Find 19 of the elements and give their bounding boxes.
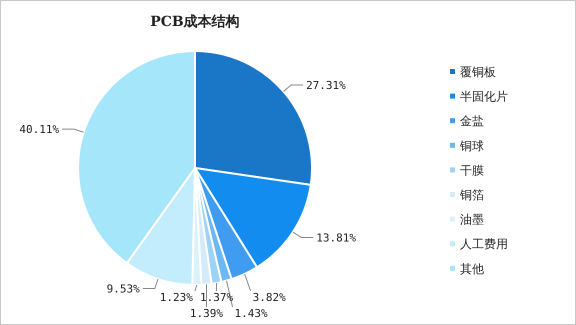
legend-label: 其他: [460, 262, 484, 276]
chart-title: PCB成本结构: [150, 14, 240, 30]
data-label: 9.53%: [106, 282, 140, 296]
data-label: 13.81%: [316, 231, 356, 244]
legend-label: 覆铜板: [460, 65, 496, 79]
legend-label: 铜箔: [459, 188, 484, 202]
data-label: 1.39%: [190, 307, 224, 320]
legend-label: 干膜: [460, 163, 484, 178]
legend-label: 半固化片: [460, 90, 508, 104]
data-label: 27.31%: [306, 78, 346, 92]
legend-label: 金盐: [460, 114, 484, 128]
legend-label: 人工费用: [460, 237, 508, 252]
data-label: 3.82%: [252, 291, 286, 304]
legend-label: 油墨: [460, 212, 484, 227]
data-label: 40.11%: [19, 123, 60, 136]
data-label: 1.43%: [234, 307, 268, 320]
data-label: 1.37%: [200, 291, 234, 304]
legend-label: 铜球: [459, 138, 484, 153]
data-label: 1.23%: [160, 291, 194, 304]
